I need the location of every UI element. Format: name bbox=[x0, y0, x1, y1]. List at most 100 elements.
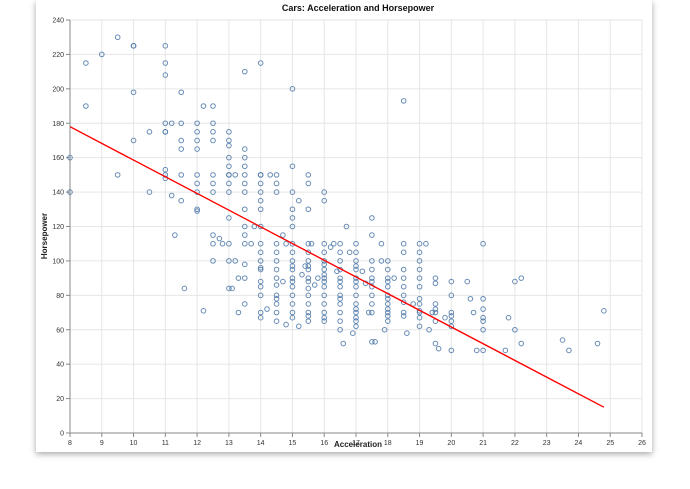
data-point bbox=[194, 208, 200, 214]
data-point bbox=[384, 318, 391, 324]
data-point bbox=[512, 326, 518, 333]
data-point bbox=[257, 223, 264, 230]
data-point bbox=[400, 309, 407, 316]
data-point bbox=[400, 283, 407, 290]
data-point bbox=[289, 275, 296, 281]
x-tick-label: 10 bbox=[130, 440, 138, 447]
data-point bbox=[289, 163, 296, 170]
data-point bbox=[416, 240, 423, 247]
data-point bbox=[384, 275, 391, 281]
data-point bbox=[400, 313, 407, 319]
data-point bbox=[273, 266, 280, 273]
data-point bbox=[416, 301, 423, 307]
data-point bbox=[289, 240, 296, 247]
data-point bbox=[257, 240, 264, 247]
data-point bbox=[305, 292, 312, 299]
data-point bbox=[273, 189, 280, 195]
data-point bbox=[273, 309, 280, 316]
y-tick-label: 200 bbox=[52, 86, 64, 93]
data-point bbox=[210, 137, 216, 144]
data-point bbox=[308, 240, 315, 247]
data-point bbox=[226, 180, 232, 187]
y-tick-label: 120 bbox=[52, 224, 64, 231]
data-point bbox=[378, 240, 385, 247]
data-point bbox=[257, 283, 264, 290]
data-point bbox=[369, 338, 375, 345]
x-tick-label: 18 bbox=[384, 440, 392, 447]
x-tick-label: 13 bbox=[225, 440, 233, 447]
data-point bbox=[162, 166, 169, 173]
data-point bbox=[400, 240, 407, 247]
x-tick-label: 11 bbox=[162, 440, 169, 447]
data-point bbox=[210, 180, 216, 187]
data-point bbox=[241, 68, 248, 75]
data-point bbox=[241, 275, 248, 281]
data-point bbox=[353, 263, 359, 269]
data-point bbox=[321, 197, 328, 204]
data-point bbox=[400, 266, 407, 273]
data-point bbox=[429, 309, 436, 316]
data-point bbox=[178, 120, 185, 127]
data-point bbox=[384, 278, 391, 285]
data-point bbox=[210, 232, 216, 238]
data-point bbox=[302, 263, 308, 269]
data-point bbox=[229, 285, 235, 292]
data-point bbox=[353, 318, 359, 324]
data-point bbox=[289, 301, 296, 307]
data-point bbox=[210, 172, 216, 178]
data-point bbox=[416, 295, 423, 302]
x-tick-label: 25 bbox=[606, 440, 614, 447]
data-point bbox=[226, 189, 232, 195]
data-point bbox=[448, 318, 455, 324]
data-point bbox=[311, 282, 318, 288]
data-point bbox=[280, 232, 286, 238]
data-point bbox=[178, 146, 185, 152]
data-point bbox=[289, 314, 296, 321]
data-point bbox=[426, 326, 432, 333]
data-point bbox=[353, 309, 359, 316]
y-tick-label: 240 bbox=[52, 18, 64, 25]
y-axis-title: Horsepower bbox=[40, 213, 49, 259]
y-tick-label: 0 bbox=[60, 431, 64, 438]
data-point bbox=[181, 285, 188, 292]
data-point bbox=[219, 240, 226, 247]
data-point bbox=[480, 347, 486, 354]
data-point bbox=[480, 314, 486, 321]
y-tick-label: 60 bbox=[56, 327, 64, 334]
data-points bbox=[67, 34, 607, 354]
data-point bbox=[384, 309, 391, 316]
data-point bbox=[146, 129, 153, 135]
data-point bbox=[257, 314, 264, 321]
data-point bbox=[289, 258, 296, 264]
x-tick-label: 23 bbox=[543, 440, 551, 447]
x-tick-label: 17 bbox=[352, 440, 360, 447]
data-point bbox=[400, 292, 407, 299]
data-point bbox=[130, 89, 137, 96]
data-point bbox=[369, 215, 375, 221]
data-point bbox=[168, 192, 175, 199]
data-point bbox=[384, 283, 391, 290]
data-point bbox=[299, 271, 305, 278]
data-point bbox=[416, 314, 423, 321]
data-point bbox=[369, 266, 375, 273]
y-axis: 0 20 40 60 80 100 120 140 160 180 200 220 240 bbox=[52, 18, 71, 438]
data-point bbox=[337, 292, 343, 299]
data-point bbox=[416, 323, 423, 330]
data-point bbox=[353, 292, 359, 299]
x-tick-label: 16 bbox=[320, 440, 328, 447]
data-point bbox=[467, 295, 474, 302]
data-point bbox=[267, 172, 273, 178]
data-point bbox=[369, 292, 375, 299]
data-point bbox=[289, 292, 296, 299]
data-point bbox=[241, 223, 248, 230]
data-point bbox=[435, 345, 442, 352]
data-point bbox=[146, 189, 153, 195]
data-point bbox=[273, 172, 280, 178]
data-point bbox=[321, 275, 328, 281]
data-point bbox=[305, 263, 312, 269]
data-point bbox=[353, 278, 359, 285]
x-tick-label: 9 bbox=[100, 440, 104, 447]
data-point bbox=[257, 266, 264, 273]
data-point bbox=[273, 180, 280, 187]
data-point bbox=[194, 172, 200, 178]
